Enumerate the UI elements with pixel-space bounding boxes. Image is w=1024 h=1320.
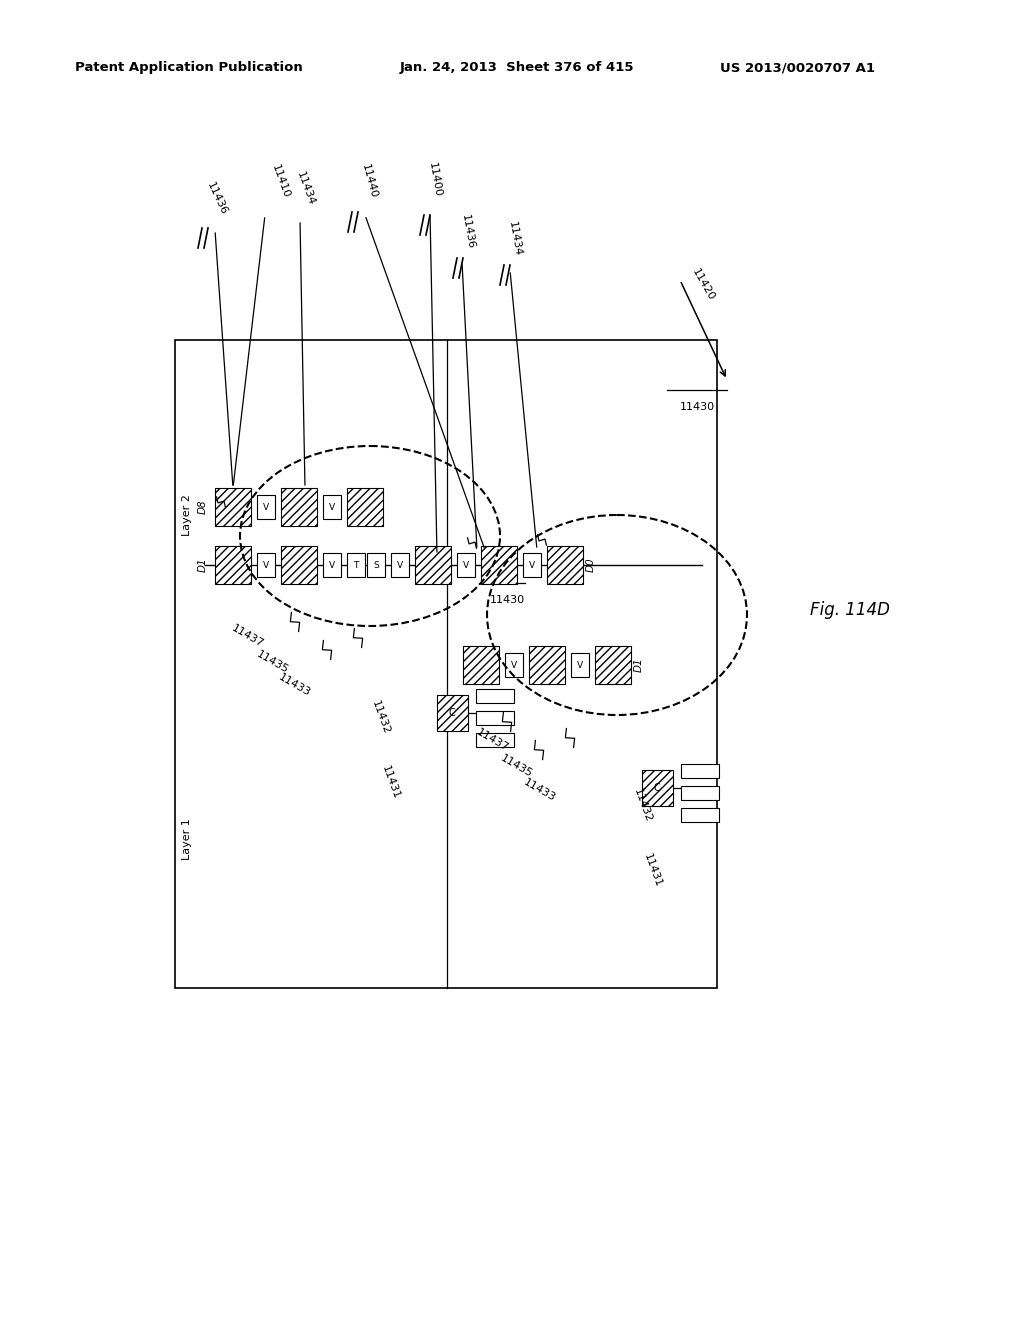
Bar (681, 785, 719, 800)
Text: 11433: 11433 (278, 672, 312, 698)
Bar (437, 696, 468, 731)
Text: C: C (449, 708, 456, 718)
Bar (529, 645, 565, 684)
Text: V: V (263, 561, 269, 569)
Bar (257, 553, 275, 577)
Text: V: V (263, 503, 269, 511)
Text: D1: D1 (634, 657, 644, 672)
Text: D8: D8 (198, 500, 208, 515)
Text: 11431: 11431 (380, 764, 401, 800)
Bar (347, 488, 383, 525)
Bar (547, 546, 583, 583)
Bar (523, 553, 541, 577)
Text: 11436: 11436 (460, 214, 476, 249)
Bar (215, 488, 251, 525)
Bar (257, 495, 275, 519)
Text: S: S (373, 561, 379, 569)
Text: Layer 1: Layer 1 (182, 818, 193, 859)
Bar (323, 553, 341, 577)
Text: 11431: 11431 (642, 851, 664, 888)
Bar (391, 553, 409, 577)
Bar (681, 764, 719, 777)
Bar (642, 770, 673, 807)
Bar (481, 546, 517, 583)
Text: V: V (529, 561, 536, 569)
Text: Layer 2: Layer 2 (182, 494, 193, 536)
Text: 11437: 11437 (475, 727, 511, 754)
Text: D1: D1 (198, 557, 208, 573)
Bar (505, 653, 523, 677)
Text: 11430: 11430 (680, 403, 715, 412)
Text: Fig. 114D: Fig. 114D (810, 601, 890, 619)
Bar (323, 495, 341, 519)
Text: C: C (654, 783, 660, 793)
Bar (681, 808, 719, 822)
Text: US 2013/0020707 A1: US 2013/0020707 A1 (720, 62, 874, 74)
Text: V: V (329, 561, 335, 569)
Text: D0: D0 (586, 557, 596, 573)
Text: V: V (329, 503, 335, 511)
Text: 11420: 11420 (690, 267, 716, 302)
Text: V: V (577, 660, 583, 669)
Text: 11400: 11400 (427, 161, 443, 198)
Text: 11434: 11434 (507, 220, 523, 257)
Text: 11432: 11432 (370, 700, 391, 737)
Text: 11435: 11435 (255, 649, 291, 675)
Bar (281, 546, 317, 583)
Bar (367, 553, 385, 577)
Bar (571, 653, 589, 677)
Bar (463, 645, 499, 684)
Text: 11437: 11437 (230, 623, 265, 649)
Text: 11432: 11432 (632, 788, 653, 824)
Text: 11440: 11440 (360, 164, 379, 201)
Bar (475, 711, 514, 725)
Text: Patent Application Publication: Patent Application Publication (75, 62, 303, 74)
Bar (215, 546, 251, 583)
Text: 11430: 11430 (489, 595, 524, 605)
Text: V: V (511, 660, 517, 669)
Text: V: V (463, 561, 469, 569)
Bar (475, 733, 514, 747)
Bar (347, 553, 365, 577)
Bar (457, 553, 475, 577)
Bar (281, 488, 317, 525)
Text: V: V (397, 561, 403, 569)
Bar (595, 645, 631, 684)
Bar (415, 546, 451, 583)
Text: 11433: 11433 (522, 777, 557, 803)
Text: T: T (353, 561, 358, 569)
Text: Jan. 24, 2013  Sheet 376 of 415: Jan. 24, 2013 Sheet 376 of 415 (400, 62, 635, 74)
Text: 11410: 11410 (270, 164, 292, 201)
Text: 11434: 11434 (295, 170, 316, 207)
Bar (175, 341, 717, 987)
Text: 11436: 11436 (205, 181, 229, 216)
Bar (475, 689, 514, 704)
Text: 11435: 11435 (499, 752, 535, 779)
